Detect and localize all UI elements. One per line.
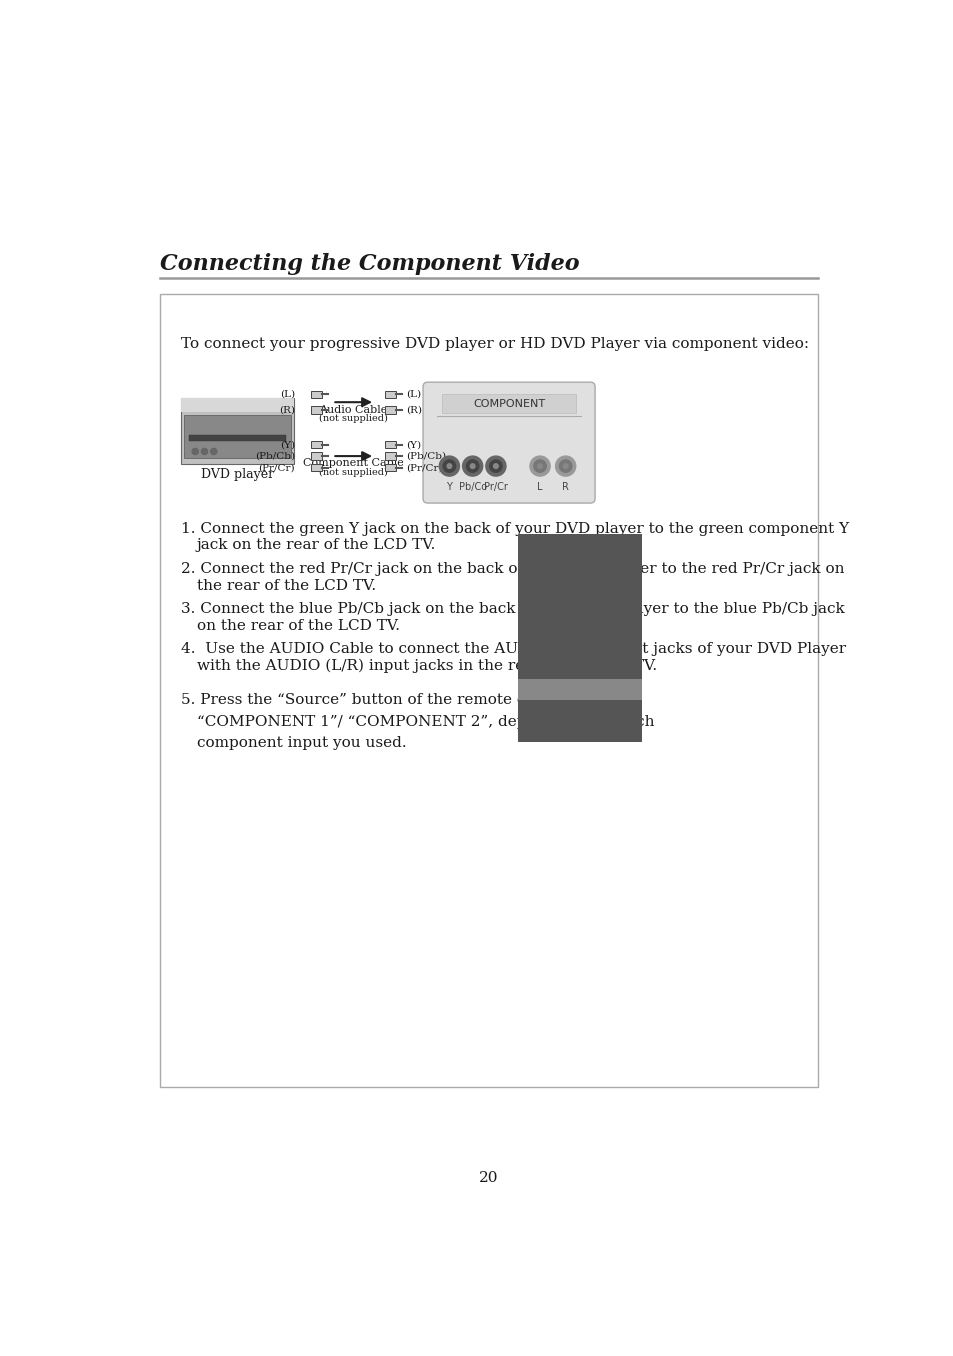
FancyBboxPatch shape xyxy=(517,597,641,617)
Circle shape xyxy=(489,460,501,472)
Text: ATSC: ATSC xyxy=(525,663,565,675)
Text: R: R xyxy=(561,481,569,491)
FancyBboxPatch shape xyxy=(385,405,395,414)
Circle shape xyxy=(562,464,567,468)
FancyBboxPatch shape xyxy=(517,617,641,637)
Text: the rear of the LCD TV.: the rear of the LCD TV. xyxy=(196,579,375,593)
Text: component input you used.: component input you used. xyxy=(196,736,406,750)
FancyBboxPatch shape xyxy=(189,434,286,441)
Text: (L): (L) xyxy=(406,391,420,399)
FancyBboxPatch shape xyxy=(159,294,818,1088)
Text: (Pb/Cb): (Pb/Cb) xyxy=(406,452,446,461)
Text: AV2: AV2 xyxy=(525,621,555,633)
Text: (L): (L) xyxy=(280,391,294,399)
Text: TV: TV xyxy=(525,559,546,571)
Circle shape xyxy=(201,449,208,454)
FancyBboxPatch shape xyxy=(311,391,322,399)
Text: PC: PC xyxy=(525,704,546,717)
FancyBboxPatch shape xyxy=(385,391,395,399)
Text: COMPONENT: COMPONENT xyxy=(473,399,544,408)
Text: “COMPONENT 1”/ “COMPONENT 2”, depending on which: “COMPONENT 1”/ “COMPONENT 2”, depending … xyxy=(196,715,654,728)
Circle shape xyxy=(537,464,542,468)
Text: (Pr/Cr): (Pr/Cr) xyxy=(406,464,442,472)
Text: on the rear of the LCD TV.: on the rear of the LCD TV. xyxy=(196,618,399,632)
Text: S1: S1 xyxy=(525,601,544,613)
FancyBboxPatch shape xyxy=(517,555,641,575)
Text: 5. Press the “Source” button of the remote control to select: 5. Press the “Source” button of the remo… xyxy=(181,693,641,708)
Circle shape xyxy=(534,460,546,472)
Text: with the AUDIO (L/R) input jacks in the rear of the LCD TV.: with the AUDIO (L/R) input jacks in the … xyxy=(196,659,657,673)
Text: (not supplied): (not supplied) xyxy=(319,468,388,477)
FancyBboxPatch shape xyxy=(311,405,322,414)
FancyBboxPatch shape xyxy=(181,399,294,464)
Text: DVD player: DVD player xyxy=(201,468,274,481)
Circle shape xyxy=(493,464,497,468)
Text: (Pb/Cb): (Pb/Cb) xyxy=(254,452,294,461)
Text: (R): (R) xyxy=(279,405,294,415)
Text: Component Cable: Component Cable xyxy=(303,458,404,468)
Text: To connect your progressive DVD player or HD DVD Player via component video:: To connect your progressive DVD player o… xyxy=(181,336,808,351)
Text: HDMI: HDMI xyxy=(525,725,571,738)
FancyBboxPatch shape xyxy=(517,534,641,555)
Text: AV1: AV1 xyxy=(525,579,555,593)
Circle shape xyxy=(558,460,571,472)
Circle shape xyxy=(211,449,216,454)
Text: jack on the rear of the LCD TV.: jack on the rear of the LCD TV. xyxy=(196,538,436,552)
Text: Y: Y xyxy=(446,481,452,491)
FancyBboxPatch shape xyxy=(517,659,641,679)
Text: 3. Connect the blue Pb/Cb jack on the back of your DVD player to the blue Pb/Cb : 3. Connect the blue Pb/Cb jack on the ba… xyxy=(181,602,844,616)
FancyBboxPatch shape xyxy=(311,464,322,472)
FancyBboxPatch shape xyxy=(517,637,641,659)
Circle shape xyxy=(555,456,575,476)
Text: SOURCE: SOURCE xyxy=(524,538,584,551)
FancyBboxPatch shape xyxy=(517,575,641,597)
FancyBboxPatch shape xyxy=(385,464,395,472)
FancyBboxPatch shape xyxy=(441,395,576,414)
Text: (not supplied): (not supplied) xyxy=(319,414,388,423)
FancyBboxPatch shape xyxy=(517,679,641,700)
Text: (Pr/Cr): (Pr/Cr) xyxy=(258,464,294,472)
Text: 1. Connect the green Y jack on the back of your DVD player to the green componen: 1. Connect the green Y jack on the back … xyxy=(181,522,848,536)
Text: L: L xyxy=(537,481,542,491)
Text: Connecting the Component Video: Connecting the Component Video xyxy=(159,254,578,275)
Circle shape xyxy=(439,456,459,476)
Text: 20: 20 xyxy=(478,1170,498,1185)
FancyBboxPatch shape xyxy=(184,415,291,457)
FancyBboxPatch shape xyxy=(422,382,595,503)
FancyBboxPatch shape xyxy=(385,453,395,460)
Circle shape xyxy=(462,456,482,476)
FancyBboxPatch shape xyxy=(385,441,395,449)
Circle shape xyxy=(485,456,505,476)
Text: (R): (R) xyxy=(406,405,421,415)
Text: (Y): (Y) xyxy=(406,441,420,449)
Circle shape xyxy=(443,460,456,472)
Text: (Y): (Y) xyxy=(280,441,294,449)
Circle shape xyxy=(466,460,478,472)
Circle shape xyxy=(192,449,198,454)
Text: 2. Connect the red Pr/Cr jack on the back of your DVD player to the red Pr/Cr ja: 2. Connect the red Pr/Cr jack on the bac… xyxy=(181,561,843,575)
Text: 4.  Use the AUDIO Cable to connect the AUDIO (L/R) output jacks of your DVD Play: 4. Use the AUDIO Cable to connect the AU… xyxy=(181,641,845,656)
FancyBboxPatch shape xyxy=(181,399,294,412)
FancyBboxPatch shape xyxy=(311,441,322,449)
Text: Pr/Cr: Pr/Cr xyxy=(483,481,507,491)
Circle shape xyxy=(530,456,550,476)
Text: Pb/Co: Pb/Co xyxy=(458,481,486,491)
FancyBboxPatch shape xyxy=(517,700,641,721)
Text: S2: S2 xyxy=(525,641,544,655)
FancyBboxPatch shape xyxy=(517,721,641,742)
Circle shape xyxy=(470,464,475,468)
Text: COMPONENT: COMPONENT xyxy=(525,683,628,696)
Circle shape xyxy=(447,464,452,468)
FancyBboxPatch shape xyxy=(311,453,322,460)
Text: Audio Cable: Audio Cable xyxy=(319,404,388,415)
